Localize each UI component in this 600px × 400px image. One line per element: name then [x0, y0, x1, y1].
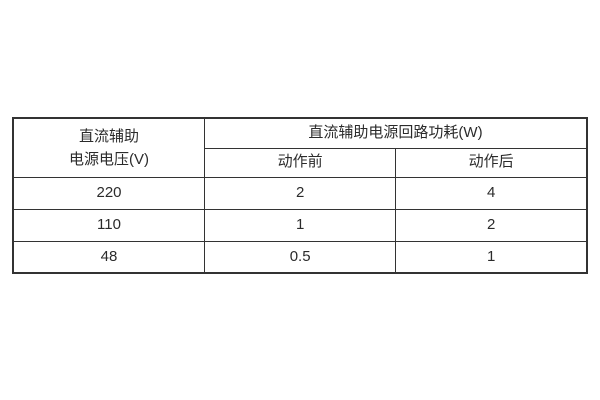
cell-power-before: 0.5 — [203, 240, 397, 274]
cell-voltage: 220 — [12, 176, 205, 210]
cell-power-before: 1 — [203, 208, 397, 242]
table-header-row-2: 动作前 动作后 — [13, 147, 588, 178]
table-header-row-1: 直流辅助 电源电压(V) 直流辅助电源回路功耗(W) — [12, 117, 588, 178]
table-row: 220 2 4 — [12, 176, 588, 210]
cell-voltage: 48 — [12, 240, 205, 274]
table-row: 110 1 2 — [12, 208, 588, 242]
cell-power-before: 2 — [203, 176, 397, 210]
cell-voltage: 110 — [12, 208, 205, 242]
cell-power-after: 1 — [395, 240, 588, 274]
power-consumption-table: 直流辅助 电源电压(V) 直流辅助电源回路功耗(W) 动作前 动作后 220 2… — [12, 117, 588, 274]
header-voltage-line1: 直流辅助 — [78, 127, 139, 145]
subheader-after-action: 动作后 — [395, 147, 588, 178]
header-voltage-line2: 电源电压(V) — [69, 150, 149, 168]
cell-power-after: 2 — [395, 208, 588, 242]
subheader-before-action: 动作前 — [203, 147, 397, 178]
table-row: 48 0.5 1 — [12, 240, 588, 274]
cell-power-after: 4 — [395, 176, 588, 210]
header-power-consumption: 直流辅助电源回路功耗(W) — [204, 117, 588, 149]
header-voltage-cell: 直流辅助 电源电压(V) — [12, 117, 205, 178]
